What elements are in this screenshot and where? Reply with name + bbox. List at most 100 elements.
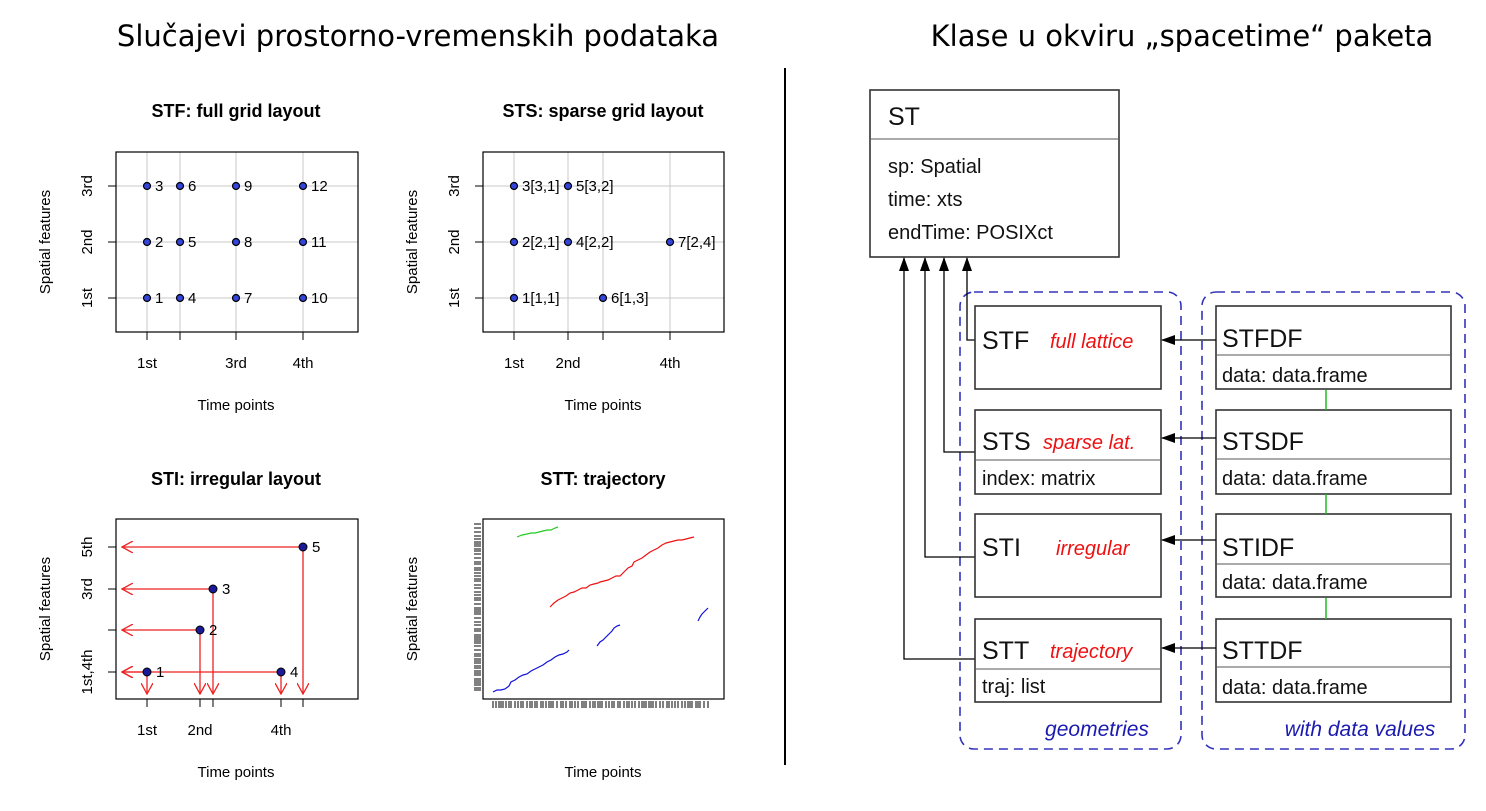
class-st: ST sp: Spatial time: xts endTime: POSIXc… <box>869 89 1120 258</box>
sts-point <box>598 293 608 303</box>
data-to-geometry-arrows <box>1161 335 1216 653</box>
stf-title: STF: full grid layout <box>152 101 321 121</box>
stf-point-label: 10 <box>311 290 328 307</box>
class-stfdf-box <box>1215 305 1452 390</box>
sts-point <box>509 181 519 191</box>
stt-trajectory-blue-2 <box>596 624 621 647</box>
class-stidf-attr: data: data.frame <box>1222 572 1368 594</box>
class-stidf: STIDF data: data.frame <box>1215 513 1452 598</box>
geometries-group <box>959 291 1182 750</box>
stf-ylabel: Spatial features <box>37 190 54 294</box>
right-title: Klase u okviru „spacetime“ paketa <box>931 19 1434 53</box>
stf-point-label: 5 <box>188 234 196 251</box>
class-sts-name: STS <box>982 428 1031 456</box>
class-sts-box <box>974 409 1162 495</box>
sti-xtick-1st: 1st <box>137 722 158 739</box>
stt-panel: STT: trajectory Time points Spatial feat… <box>404 469 725 781</box>
stf-point <box>142 293 152 303</box>
sts-point-label: 7[2,4] <box>678 234 716 251</box>
stf-point-label: 8 <box>244 234 252 251</box>
sts-point <box>563 181 573 191</box>
sti-point-label: 5 <box>312 539 320 556</box>
stf-point-label: 2 <box>155 234 163 251</box>
sti-xlabel: Time points <box>198 764 275 781</box>
class-stf: STF full lattice <box>974 305 1162 390</box>
sts-xtick-4th: 4th <box>660 355 681 372</box>
class-diagram: geometries with data values ST sp: Spati… <box>869 89 1466 750</box>
stt-rug-x <box>492 701 709 708</box>
stf-point-label: 7 <box>244 290 252 307</box>
geometries-group-label: geometries <box>1045 718 1149 741</box>
class-sts-attr: index: matrix <box>982 468 1095 490</box>
class-stfdf-attr: data: data.frame <box>1222 365 1368 387</box>
class-stt-name: STT <box>982 637 1029 665</box>
stf-ytick-3rd: 3rd <box>79 175 96 197</box>
sti-ytick-1st4th: 1st,4th <box>79 649 96 694</box>
stf-xtick-4th: 4th <box>293 355 314 372</box>
stf-point-label: 3 <box>155 178 163 195</box>
stt-trajectory-blue <box>492 649 570 693</box>
class-sttdf-name: STTDF <box>1222 637 1303 665</box>
sti-ytick-3rd: 3rd <box>79 578 96 600</box>
class-st-attr: sp: Spatial <box>888 156 981 178</box>
sti-frame <box>115 518 359 700</box>
stt-trajectory-blue-3 <box>697 607 709 622</box>
sts-point-label: 5[3,2] <box>576 178 614 195</box>
stf-xlabel: Time points <box>198 397 275 414</box>
stf-points <box>142 181 308 303</box>
stf-point <box>231 293 241 303</box>
sts-point <box>665 237 675 247</box>
sts-point-label: 2[2,1] <box>522 234 560 251</box>
class-stfdf: STFDF data: data.frame <box>1215 305 1452 390</box>
stf-ytick-1st: 1st <box>79 287 96 308</box>
sts-xtick-2nd: 2nd <box>555 355 580 372</box>
class-st-name: ST <box>888 103 920 131</box>
class-sti-desc: irregular <box>1056 538 1131 560</box>
stf-ytick-2nd: 2nd <box>79 229 96 254</box>
stf-xtick-3rd: 3rd <box>225 355 247 372</box>
stf-panel: STF: full grid layout 1st 3rd 4th 1st 2n… <box>37 101 359 414</box>
stt-ylabel: Spatial features <box>404 557 421 661</box>
sti-ytick-5th: 5th <box>79 537 96 558</box>
sti-xtick-4th: 4th <box>271 722 292 739</box>
sti-point <box>276 667 286 677</box>
sti-title: STI: irregular layout <box>151 469 321 489</box>
sti-point-label: 1 <box>156 664 164 681</box>
stf-point-label: 12 <box>311 178 328 195</box>
class-stfdf-name: STFDF <box>1222 325 1303 353</box>
sti-panel: STI: irregular layout 1st 2nd 4th 1st,4t… <box>37 469 359 781</box>
stt-frame <box>482 518 725 700</box>
sti-point-label: 4 <box>290 664 298 681</box>
class-stsdf: STSDF data: data.frame <box>1215 409 1452 495</box>
sti-point-label: 3 <box>222 581 230 598</box>
stf-point <box>231 237 241 247</box>
class-stsdf-attr: data: data.frame <box>1222 468 1368 490</box>
stf-point-label: 11 <box>311 234 327 251</box>
class-sti-name: STI <box>982 534 1021 562</box>
class-sts-desc: sparse lat. <box>1043 432 1135 454</box>
sts-point-label: 1[1,1] <box>522 290 560 307</box>
stf-point <box>175 181 185 191</box>
sti-point <box>208 584 218 594</box>
sts-ytick-3rd: 3rd <box>446 175 463 197</box>
class-sti: STI irregular <box>974 513 1162 598</box>
sts-points <box>509 181 675 303</box>
stf-point-label: 4 <box>188 290 196 307</box>
stf-point <box>175 237 185 247</box>
sti-point <box>298 542 308 552</box>
sts-xtick-1st: 1st <box>504 355 525 372</box>
sts-point <box>509 237 519 247</box>
stt-trajectory-red <box>549 536 695 608</box>
class-sttdf: STTDF data: data.frame <box>1215 618 1452 703</box>
sti-points <box>142 542 308 677</box>
sts-ytick-2nd: 2nd <box>446 229 463 254</box>
sts-point <box>509 293 519 303</box>
stf-point <box>298 293 308 303</box>
sti-xtick-2nd: 2nd <box>187 722 212 739</box>
stf-point <box>142 237 152 247</box>
class-stf-desc: full lattice <box>1050 331 1133 353</box>
stf-point-label: 1 <box>155 290 163 307</box>
class-st-box <box>869 89 1120 258</box>
sti-point-label: 2 <box>209 622 217 639</box>
class-st-attr: endTime: POSIXct <box>888 222 1053 244</box>
